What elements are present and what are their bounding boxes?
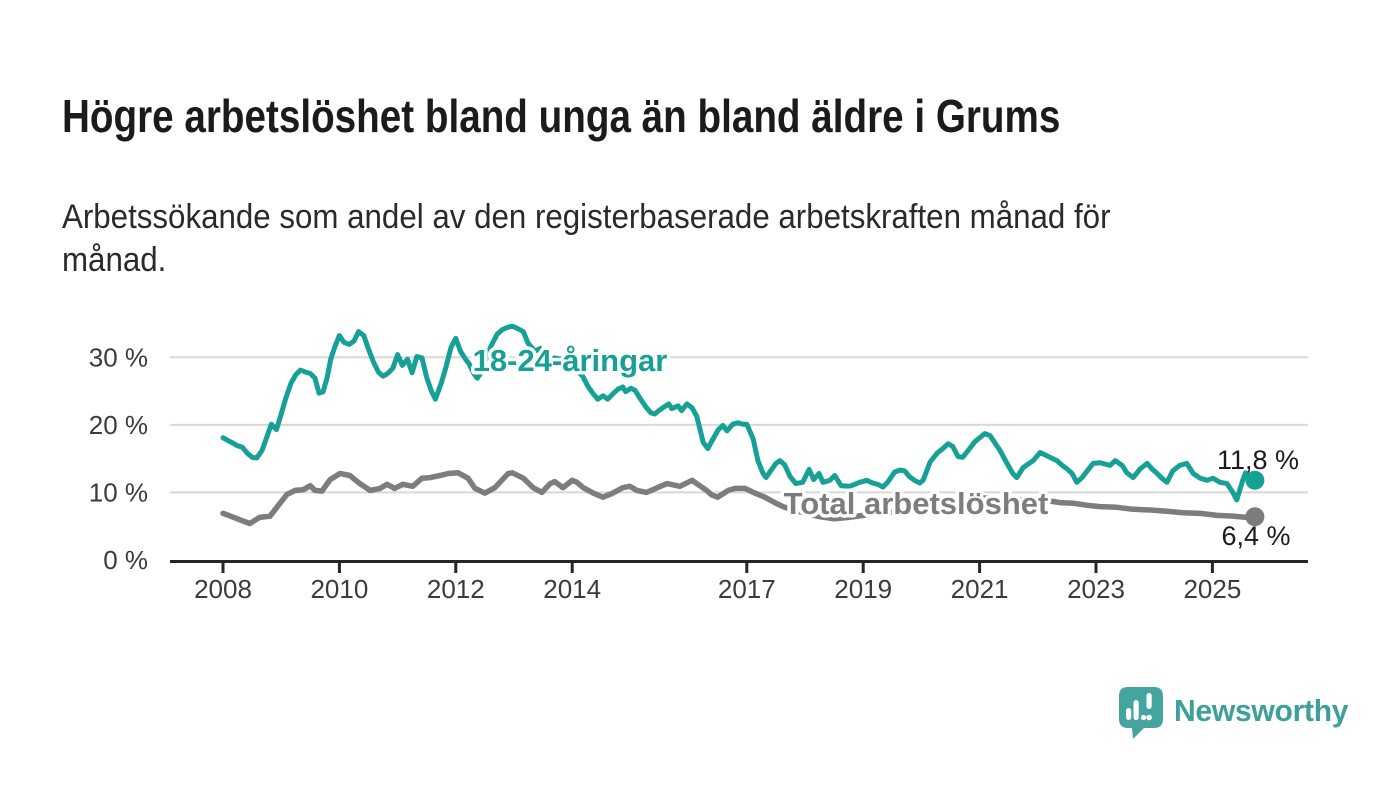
- series-name-label: 18-24-åringar: [473, 343, 668, 378]
- x-tick-label: 2019: [834, 574, 892, 604]
- series-end-value-label: 11,8 %: [1217, 445, 1299, 475]
- series-name-label: Total arbetslöshet: [784, 486, 1049, 521]
- x-tick-label: 2008: [194, 574, 252, 604]
- y-tick-label: 10 %: [89, 477, 148, 507]
- series-end-dot: [1245, 507, 1265, 527]
- newsworthy-wordmark: Newsworthy: [1174, 693, 1349, 728]
- x-tick-label: 2021: [951, 574, 1009, 604]
- series-end-dot: [1245, 470, 1265, 490]
- y-tick-label: 30 %: [89, 342, 148, 372]
- y-tick-label: 20 %: [89, 410, 148, 440]
- series-line-youth: [220, 323, 1258, 503]
- series-line-total: [220, 470, 1258, 527]
- speech-bubble-bar-chart-icon: [1119, 687, 1163, 739]
- chart-subtitle: Arbetssökande som andel av den registerb…: [62, 198, 1111, 279]
- newsworthy-logo: Newsworthy: [1117, 686, 1354, 741]
- y-tick-label: 0 %: [103, 545, 148, 575]
- series-end-value-label: 6,4 %: [1221, 521, 1290, 551]
- x-tick-label: 2023: [1067, 574, 1125, 604]
- x-tick-label: 2012: [427, 574, 485, 604]
- x-tick-label: 2010: [310, 574, 368, 604]
- x-tick-label: 2014: [543, 574, 601, 604]
- page-title: Högre arbetslöshet bland unga än bland ä…: [62, 89, 1061, 142]
- x-tick-label: 2017: [718, 574, 776, 604]
- x-tick-label: 2025: [1183, 574, 1241, 604]
